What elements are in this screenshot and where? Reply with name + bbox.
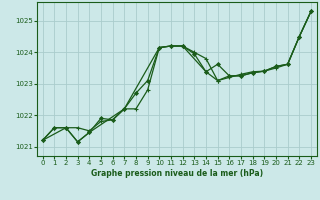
X-axis label: Graphe pression niveau de la mer (hPa): Graphe pression niveau de la mer (hPa) [91,169,263,178]
